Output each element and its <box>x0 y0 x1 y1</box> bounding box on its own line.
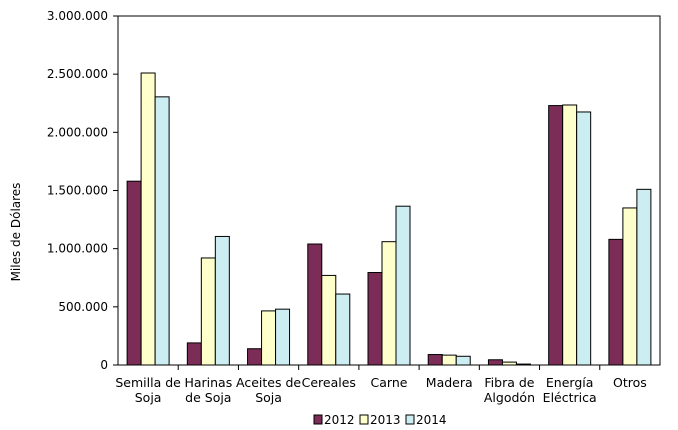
bar <box>636 188 652 366</box>
x-tick-label: de Soja <box>185 390 231 405</box>
legend-swatch <box>313 414 323 425</box>
bar <box>455 355 471 366</box>
y-tick-label: 2.000.000 <box>47 125 108 139</box>
x-tick-label: Eléctrica <box>543 390 597 405</box>
bar <box>367 272 383 366</box>
bar <box>548 105 564 366</box>
x-tick-label: Soja <box>135 390 162 405</box>
bar <box>214 235 230 366</box>
bar <box>275 308 291 366</box>
bar <box>140 72 156 366</box>
bar <box>321 274 337 366</box>
bar <box>487 359 503 366</box>
bar <box>126 180 142 366</box>
x-tick-label: Aceites de <box>236 375 301 390</box>
bar <box>154 96 170 366</box>
bar <box>441 354 457 366</box>
x-tick-label: Energía <box>546 375 594 390</box>
bar <box>501 361 517 366</box>
bar <box>608 238 624 366</box>
bar <box>307 243 323 366</box>
legend-label: 2012 <box>324 413 355 427</box>
bar <box>247 348 263 366</box>
bar <box>622 207 638 366</box>
legend: 2012 2013 2014 <box>313 413 447 427</box>
bar <box>562 104 578 366</box>
y-tick-label: 1.000.000 <box>47 242 108 256</box>
x-tick-label: Carne <box>371 375 408 390</box>
bars <box>126 72 652 366</box>
legend-label: 2013 <box>370 413 401 427</box>
x-tick-label: Madera <box>426 375 473 390</box>
x-tick-label: Semilla de <box>115 375 181 390</box>
legend-label: 2014 <box>416 413 447 427</box>
y-tick-label: 0 <box>100 358 108 372</box>
bar <box>200 257 216 366</box>
y-tick-label: 2.500.000 <box>47 67 108 81</box>
bar <box>261 310 277 366</box>
x-tick-label: Soja <box>255 390 282 405</box>
y-tick-label: 1.500.000 <box>47 184 108 198</box>
x-tick-label: Fibra de <box>484 375 534 390</box>
y-axis-title: Miles de Dólares <box>9 183 23 282</box>
bar <box>427 354 443 366</box>
bar <box>576 111 592 366</box>
legend-swatch <box>405 414 415 425</box>
legend-swatch <box>359 414 369 425</box>
bar <box>381 241 397 366</box>
x-tick-label: Cereales <box>302 375 356 390</box>
x-tick-label: Algodón <box>484 390 535 405</box>
bar <box>186 342 202 366</box>
y-tick-label: 500.000 <box>58 300 108 314</box>
y-tick-label: 3.000.000 <box>47 9 108 23</box>
bar <box>335 293 351 366</box>
bar <box>515 363 531 366</box>
y-axis: 0 500.000 1.000.000 1.500.000 2.000.000 2.500… <box>47 9 118 372</box>
x-tick-label: Otros <box>613 375 647 390</box>
x-tick-label: Harinas <box>184 375 232 390</box>
bar <box>395 205 411 366</box>
